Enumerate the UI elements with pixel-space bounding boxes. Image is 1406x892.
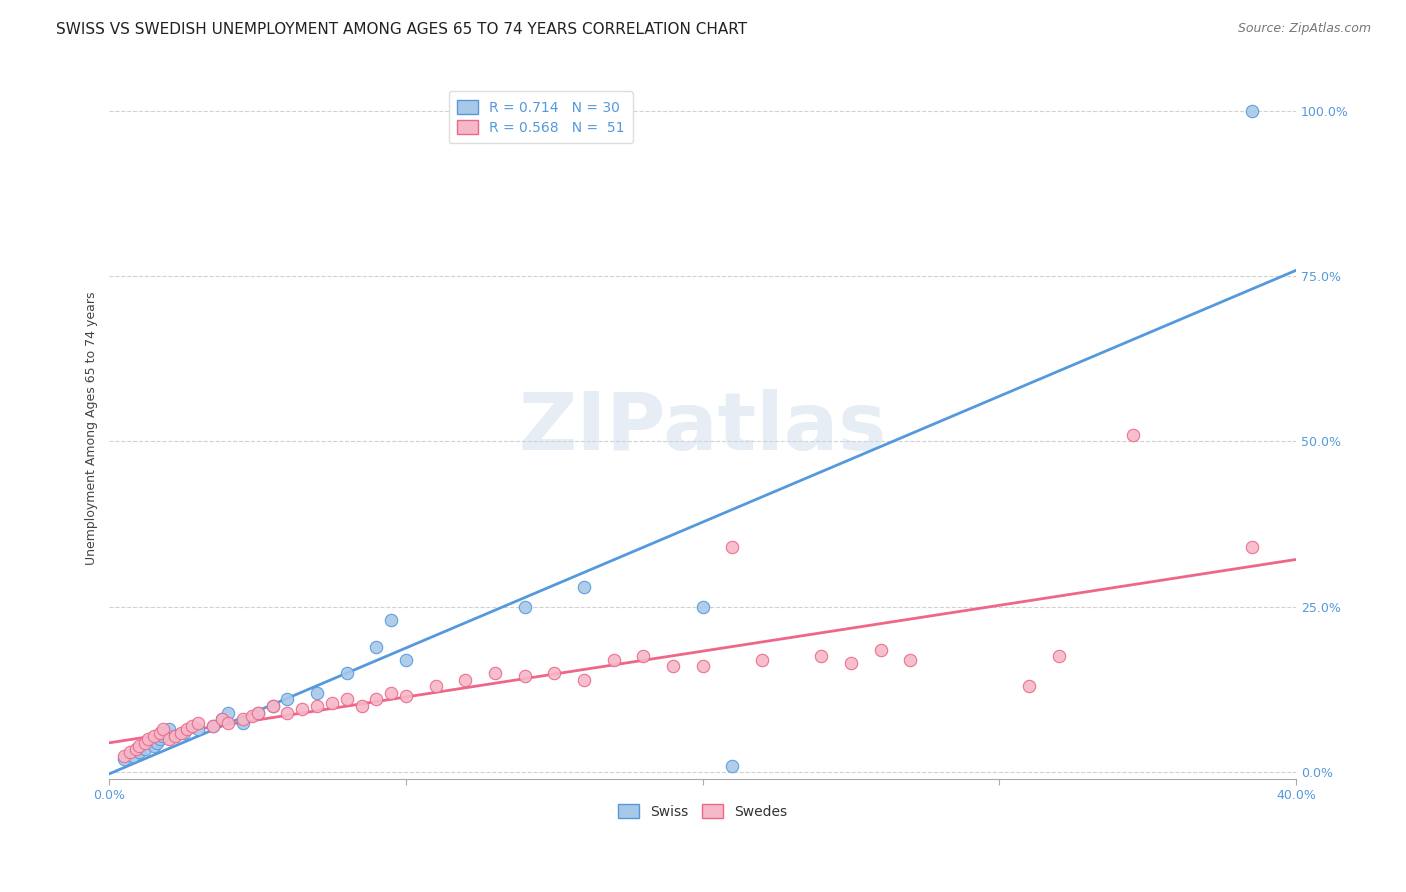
Point xyxy=(380,686,402,700)
Point xyxy=(149,725,172,739)
Point xyxy=(513,599,536,614)
Point xyxy=(336,692,359,706)
Point xyxy=(187,723,209,737)
Point xyxy=(454,673,477,687)
Point xyxy=(751,653,773,667)
Point xyxy=(157,723,180,737)
Point xyxy=(112,748,135,763)
Point xyxy=(173,725,195,739)
Point xyxy=(202,719,225,733)
Point xyxy=(692,659,714,673)
Point xyxy=(1047,649,1070,664)
Point xyxy=(572,673,595,687)
Point xyxy=(276,692,298,706)
Point xyxy=(366,640,388,654)
Point xyxy=(425,679,447,693)
Point xyxy=(572,580,595,594)
Point xyxy=(336,666,359,681)
Point xyxy=(366,692,388,706)
Point xyxy=(155,725,177,739)
Point xyxy=(149,732,172,747)
Point xyxy=(187,715,209,730)
Text: ZIPatlas: ZIPatlas xyxy=(519,389,887,467)
Point xyxy=(136,732,159,747)
Point xyxy=(1122,427,1144,442)
Point xyxy=(246,706,269,720)
Point xyxy=(142,739,165,753)
Point xyxy=(839,656,862,670)
Point xyxy=(112,752,135,766)
Point xyxy=(662,659,685,673)
Point xyxy=(276,706,298,720)
Point xyxy=(128,746,150,760)
Point xyxy=(157,732,180,747)
Point xyxy=(211,712,233,726)
Point xyxy=(134,742,156,756)
Point xyxy=(163,729,186,743)
Point xyxy=(232,712,254,726)
Point xyxy=(721,758,744,772)
Point xyxy=(146,735,169,749)
Point xyxy=(603,653,626,667)
Point xyxy=(1018,679,1040,693)
Point xyxy=(152,729,174,743)
Point xyxy=(633,649,655,664)
Point xyxy=(134,735,156,749)
Point xyxy=(692,599,714,614)
Point xyxy=(307,686,329,700)
Point xyxy=(262,699,284,714)
Point xyxy=(721,541,744,555)
Point xyxy=(202,719,225,733)
Point xyxy=(395,653,418,667)
Point xyxy=(321,696,343,710)
Point xyxy=(350,699,373,714)
Point xyxy=(543,666,565,681)
Point xyxy=(120,746,142,760)
Point xyxy=(810,649,832,664)
Point xyxy=(1240,541,1263,555)
Point xyxy=(900,653,922,667)
Point xyxy=(380,613,402,627)
Point xyxy=(163,729,186,743)
Point xyxy=(869,643,891,657)
Point xyxy=(169,725,191,739)
Text: SWISS VS SWEDISH UNEMPLOYMENT AMONG AGES 65 TO 74 YEARS CORRELATION CHART: SWISS VS SWEDISH UNEMPLOYMENT AMONG AGES… xyxy=(56,22,748,37)
Point xyxy=(181,719,204,733)
Point xyxy=(246,706,269,720)
Point xyxy=(217,706,239,720)
Point xyxy=(176,723,198,737)
Point xyxy=(513,669,536,683)
Point xyxy=(262,699,284,714)
Point xyxy=(484,666,506,681)
Text: Source: ZipAtlas.com: Source: ZipAtlas.com xyxy=(1237,22,1371,36)
Point xyxy=(122,748,145,763)
Point xyxy=(211,712,233,726)
Point xyxy=(142,729,165,743)
Point xyxy=(1240,103,1263,118)
Point xyxy=(217,715,239,730)
Legend: Swiss, Swedes: Swiss, Swedes xyxy=(613,798,793,824)
Point xyxy=(291,702,314,716)
Point xyxy=(125,742,148,756)
Point xyxy=(240,709,263,723)
Point xyxy=(128,739,150,753)
Point xyxy=(307,699,329,714)
Point xyxy=(232,715,254,730)
Y-axis label: Unemployment Among Ages 65 to 74 years: Unemployment Among Ages 65 to 74 years xyxy=(86,292,98,565)
Point xyxy=(152,723,174,737)
Point xyxy=(395,689,418,703)
